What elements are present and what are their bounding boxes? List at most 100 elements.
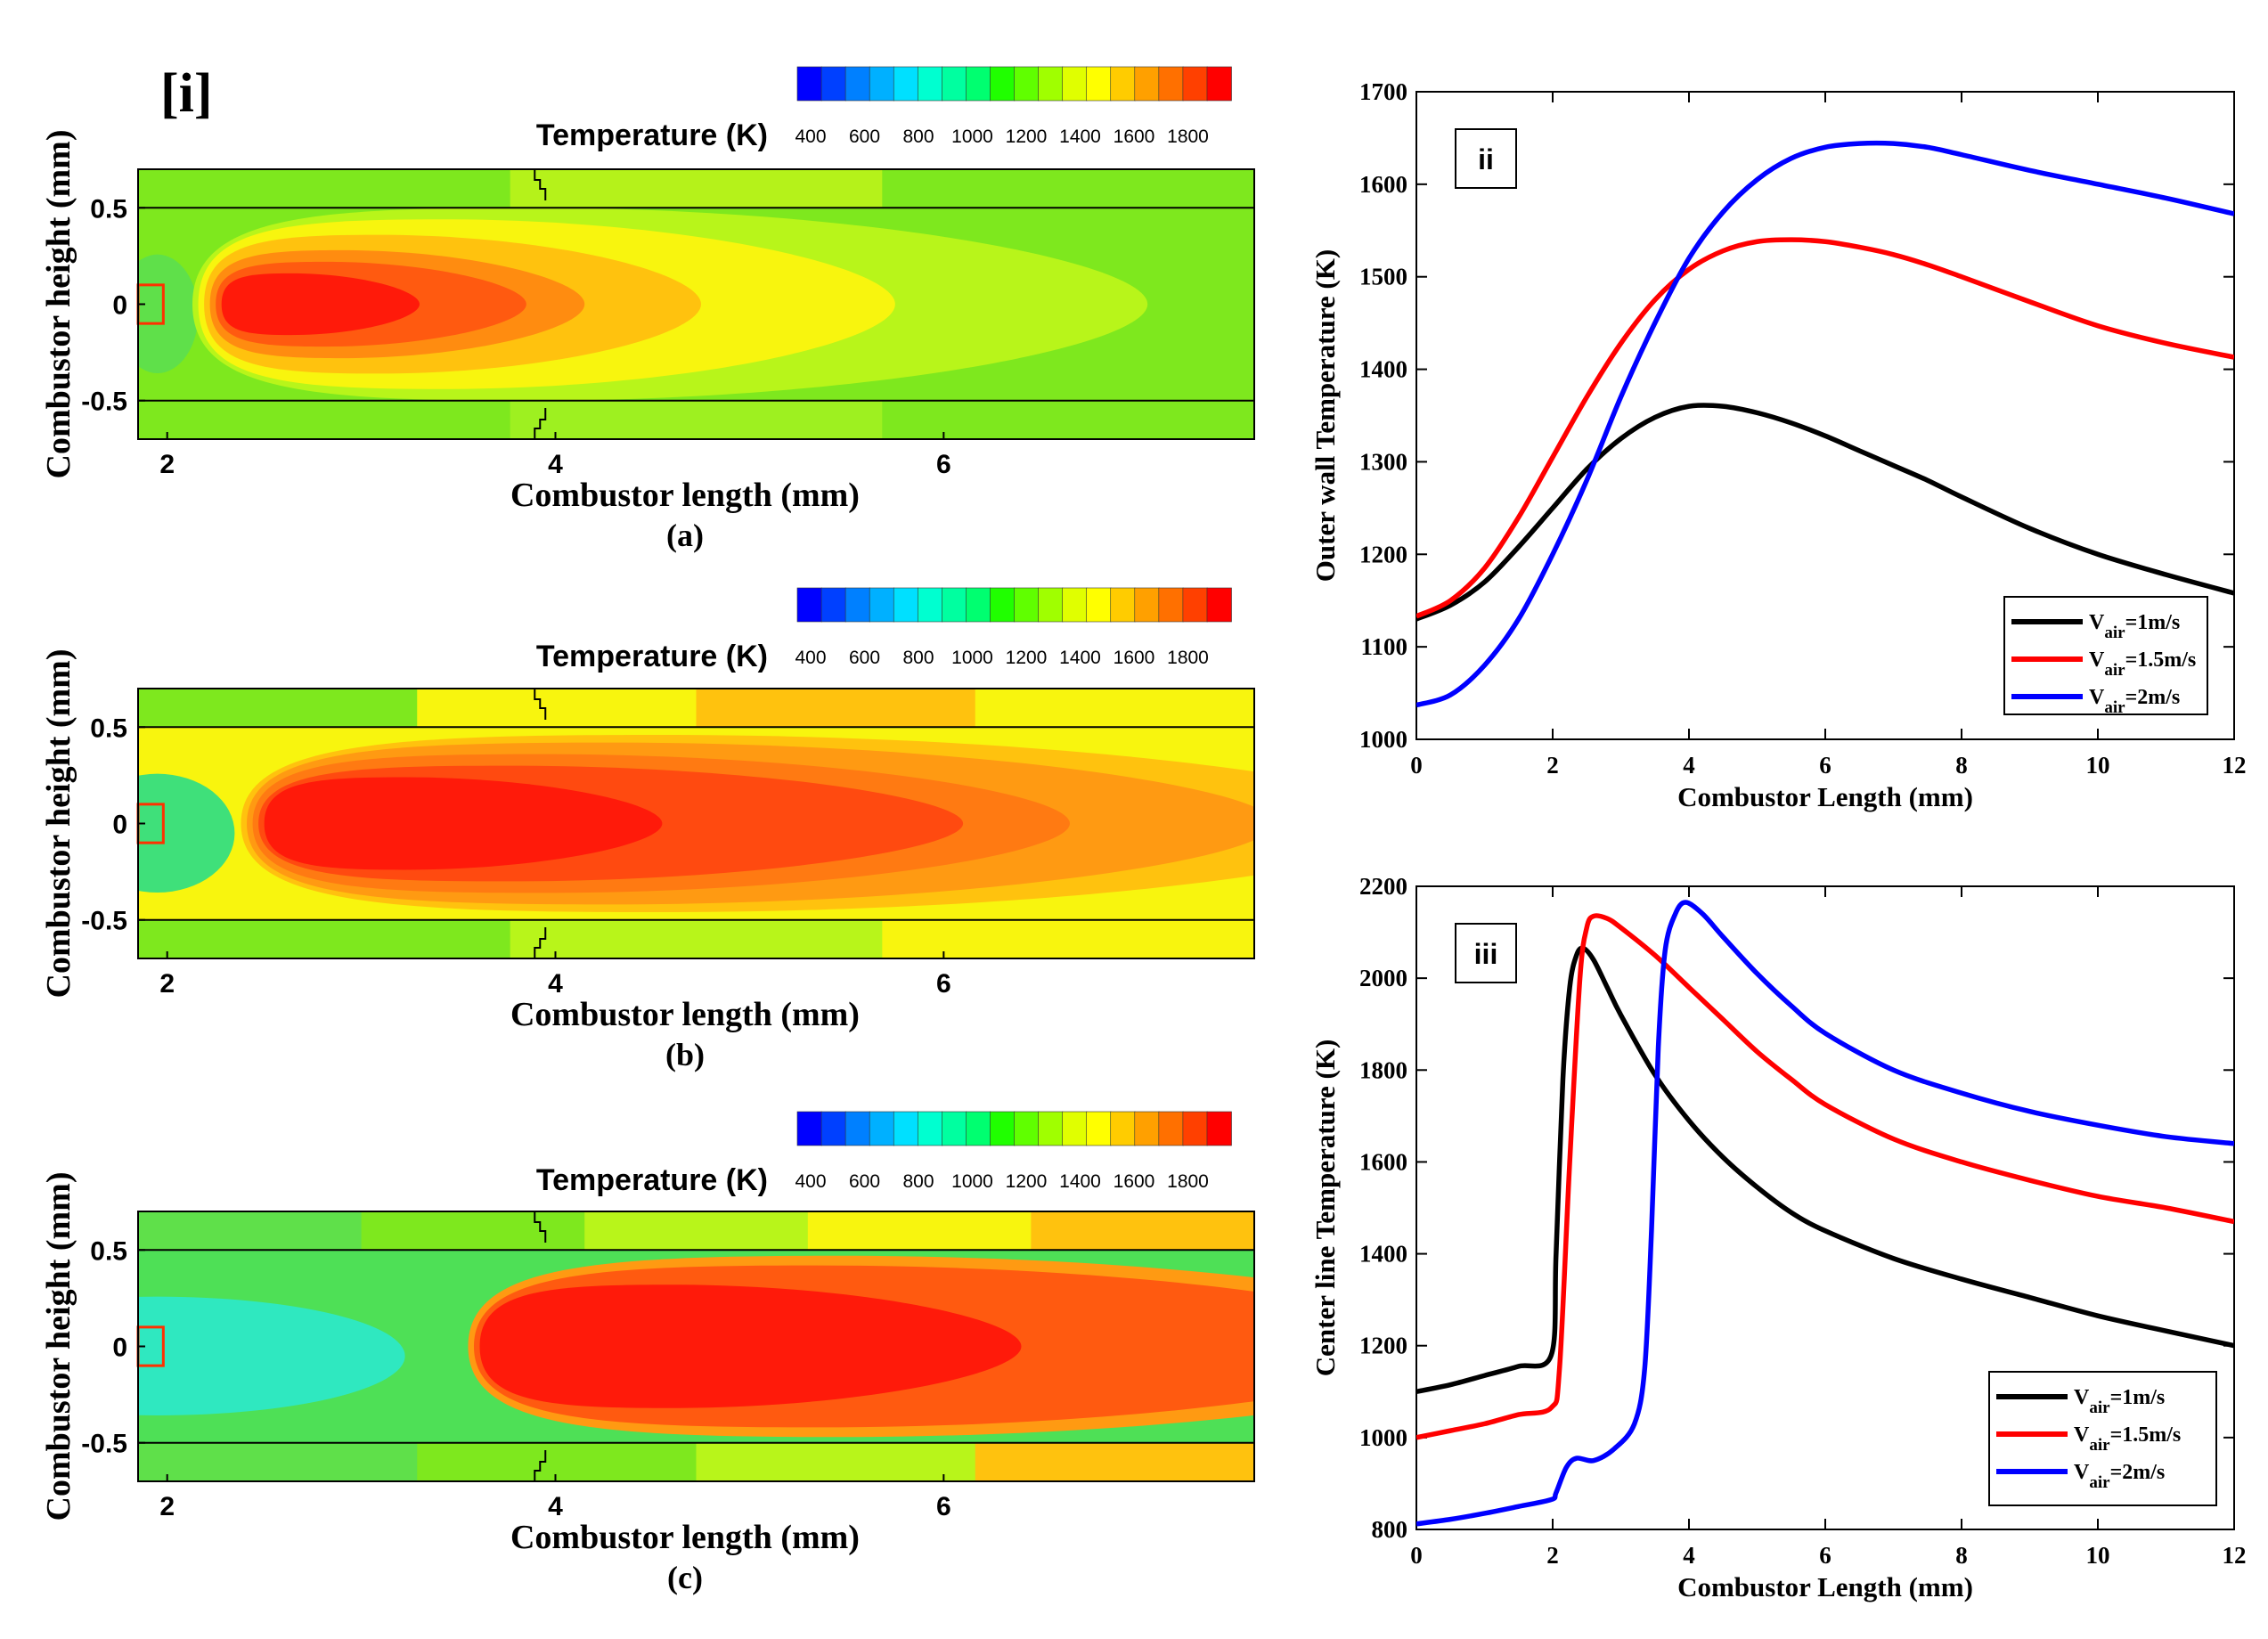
- colorbar-segment: [869, 1111, 895, 1146]
- wall-bottom-band: [138, 919, 511, 958]
- colorbar-segment: [1110, 587, 1136, 623]
- series-line-1: [1416, 237, 2234, 619]
- legend-label-suffix: =1m/s: [2110, 1386, 2166, 1409]
- wall-bottom-band: [975, 1442, 1254, 1481]
- colorbar-tick-label: 1600: [1114, 648, 1155, 668]
- colorbar-segment: [1182, 587, 1208, 623]
- wall-step-bottom: [534, 927, 547, 958]
- colorbar-segment: [966, 66, 991, 102]
- colorbar-segment: [1110, 1111, 1136, 1146]
- colorbar-segment: [893, 66, 919, 102]
- y-tick-label: 0: [112, 811, 127, 840]
- y-tick-label: 1400: [1359, 356, 1407, 383]
- colorbar-segment: [1134, 1111, 1160, 1146]
- wall-top-band: [696, 689, 976, 728]
- colorbar-segment: [1206, 66, 1232, 102]
- y-axis-title: Combustor height (mm): [40, 1172, 78, 1521]
- contour-subplot-b: 2 4 6 0.5 0 -0.5 Combustor length (mm) (b) Combu…: [40, 587, 1255, 1072]
- colorbar-segment: [1038, 587, 1064, 623]
- series-line-2: [1416, 900, 2234, 1527]
- x-tick-label: 4: [1683, 752, 1695, 779]
- colorbar: 400 600 800 1000 1200 1400 1600 1800 Temperature…: [536, 587, 1232, 673]
- colorbar-segment: [869, 66, 895, 102]
- x-tick-label: 2: [1546, 752, 1559, 779]
- wall-step-top: [534, 1211, 547, 1243]
- colorbar-segment: [1062, 1111, 1088, 1146]
- x-axis-title: Combustor Length (mm): [1677, 781, 1973, 812]
- contour-field: [138, 169, 1254, 439]
- colorbar-tick-label: 1400: [1059, 648, 1101, 668]
- colorbar-tick-label: 800: [902, 126, 934, 147]
- colorbar-tick-label: 1800: [1167, 1171, 1209, 1192]
- series-line-1: [1416, 913, 2234, 1440]
- colorbar-tick-label: 1800: [1167, 126, 1209, 147]
- colorbar-segment: [1206, 587, 1232, 623]
- x-tick-label: 4: [548, 450, 563, 479]
- legend-label-sub: air: [2089, 1436, 2110, 1455]
- legend-label-sub: air: [2104, 661, 2125, 680]
- y-tick-label: 0.5: [90, 194, 127, 224]
- wall-top-band: [417, 689, 698, 728]
- contour-subplot-a: 2 4 6 0.5 0 -0.5 Combustor length (mm) (a) Combu…: [40, 66, 1255, 553]
- legend-label-sub: air: [2104, 698, 2125, 717]
- x-axis-title: Combustor length (mm): [510, 996, 860, 1033]
- colorbar-segment: [1158, 1111, 1184, 1146]
- contour-field: [138, 1211, 1254, 1481]
- wall-bottom-band: [510, 919, 884, 958]
- colorbar-tick-label: 1000: [951, 126, 993, 147]
- legend-label-suffix: =2m/s: [2125, 686, 2181, 709]
- colorbar-tick-label: 1400: [1059, 1171, 1101, 1192]
- colorbar-tick-label: 1400: [1059, 126, 1101, 147]
- wall-bottom-band: [510, 400, 884, 439]
- legend-label-suffix: =1.5m/s: [2125, 648, 2197, 672]
- colorbar-segment: [942, 66, 967, 102]
- wall-bottom-band: [882, 400, 1254, 439]
- legend-label-main: V: [2074, 1423, 2090, 1447]
- x-tick-label: 4: [548, 1492, 563, 1521]
- colorbar-segment: [1062, 587, 1088, 623]
- colorbar-tick-label: 1200: [1006, 126, 1048, 147]
- y-tick-label: 1200: [1359, 1333, 1407, 1359]
- colorbar-segment: [1062, 66, 1088, 102]
- colorbar-segment: [820, 66, 846, 102]
- panel-label: iii: [1474, 938, 1498, 970]
- wall-bottom-band: [138, 400, 511, 439]
- y-axis-title: Outer wall Temperature (K): [1309, 249, 1341, 582]
- colorbar-title: Temperature (K): [536, 1163, 768, 1197]
- plot-area: [1415, 885, 2235, 1530]
- colorbar-segment: [1158, 66, 1184, 102]
- wall-bottom-band: [417, 1442, 698, 1481]
- wall-top-band: [975, 689, 1254, 728]
- legend-label-main: V: [2089, 686, 2105, 709]
- colorbar-segment: [917, 66, 943, 102]
- colorbar-segment: [893, 587, 919, 623]
- wall-top-band: [138, 1211, 363, 1251]
- subplot-caption: (a): [666, 518, 704, 553]
- x-tick-label: 2: [159, 969, 175, 999]
- y-tick-label: 1200: [1359, 541, 1407, 567]
- x-axis-title: Combustor length (mm): [510, 1519, 860, 1556]
- colorbar-segment: [1182, 1111, 1208, 1146]
- colorbar-tick-label: 400: [795, 648, 826, 668]
- colorbar-segment: [796, 66, 822, 102]
- wall-top-band: [882, 169, 1254, 208]
- y-tick-label: 1000: [1359, 726, 1407, 753]
- colorbar-segment: [1158, 587, 1184, 623]
- wall-top-band: [1031, 1211, 1254, 1251]
- colorbar-tick-label: 400: [795, 1171, 826, 1192]
- y-tick-label: 1600: [1359, 171, 1407, 198]
- colorbar-tick-label: 400: [795, 126, 826, 147]
- inlet-cold-region: [138, 1296, 405, 1415]
- colorbar-segment: [917, 587, 943, 623]
- wall-top-band: [807, 1211, 1032, 1251]
- flame-layer: [479, 1284, 1022, 1408]
- colorbar-segment: [820, 1111, 846, 1146]
- x-axis-title: Combustor length (mm): [510, 477, 860, 514]
- colorbar-segment: [1014, 66, 1040, 102]
- x-tick-label: 6: [936, 450, 951, 479]
- colorbar-segment: [844, 587, 870, 623]
- wall-step-bottom: [534, 408, 547, 439]
- panel-i: [i]: [160, 63, 213, 124]
- x-tick-label: 6: [1819, 752, 1832, 779]
